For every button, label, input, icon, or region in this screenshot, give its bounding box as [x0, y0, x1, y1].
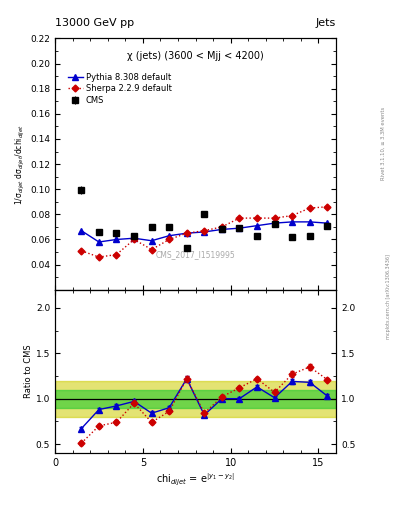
Bar: [55, 380, 336, 417]
Pythia 8.308 default: [307, 219, 312, 225]
Legend: Pythia 8.308 default, Sherpa 2.2.9 default, CMS: Pythia 8.308 default, Sherpa 2.2.9 defau…: [68, 73, 172, 105]
Sherpa 2.2.9 default: [290, 212, 294, 219]
Pythia 8.308 default: [220, 226, 224, 232]
Text: mcplots.cern.ch [arXiv:1306.3436]: mcplots.cern.ch [arXiv:1306.3436]: [386, 254, 391, 339]
Pythia 8.308 default: [237, 225, 242, 231]
Pythia 8.308 default: [272, 220, 277, 226]
Pythia 8.308 default: [97, 239, 101, 245]
Pythia 8.308 default: [114, 237, 119, 243]
Pythia 8.308 default: [325, 220, 330, 226]
Sherpa 2.2.9 default: [184, 230, 189, 236]
Sherpa 2.2.9 default: [202, 228, 207, 234]
Sherpa 2.2.9 default: [272, 215, 277, 221]
Pythia 8.308 default: [290, 219, 294, 225]
Sherpa 2.2.9 default: [307, 205, 312, 211]
Sherpa 2.2.9 default: [325, 204, 330, 210]
Pythia 8.308 default: [79, 228, 84, 234]
Sherpa 2.2.9 default: [97, 254, 101, 260]
Sherpa 2.2.9 default: [255, 215, 259, 221]
Line: Sherpa 2.2.9 default: Sherpa 2.2.9 default: [79, 204, 330, 260]
Pythia 8.308 default: [132, 235, 136, 241]
Text: Rivet 3.1.10, ≥ 3.3M events: Rivet 3.1.10, ≥ 3.3M events: [381, 106, 386, 180]
Pythia 8.308 default: [167, 232, 171, 239]
Text: χ (jets) (3600 < Mjj < 4200): χ (jets) (3600 < Mjj < 4200): [127, 51, 264, 61]
Text: 13000 GeV pp: 13000 GeV pp: [55, 18, 134, 28]
Pythia 8.308 default: [202, 229, 207, 235]
Sherpa 2.2.9 default: [237, 215, 242, 221]
Text: CMS_2017_I1519995: CMS_2017_I1519995: [156, 250, 235, 260]
Sherpa 2.2.9 default: [79, 248, 84, 254]
Pythia 8.308 default: [255, 223, 259, 229]
Bar: [55, 390, 336, 408]
Pythia 8.308 default: [149, 238, 154, 244]
Sherpa 2.2.9 default: [132, 237, 136, 243]
Text: Jets: Jets: [316, 18, 336, 28]
Sherpa 2.2.9 default: [220, 224, 224, 230]
Sherpa 2.2.9 default: [114, 251, 119, 258]
Pythia 8.308 default: [184, 230, 189, 236]
Sherpa 2.2.9 default: [167, 237, 171, 243]
Line: Pythia 8.308 default: Pythia 8.308 default: [79, 219, 330, 245]
Y-axis label: Ratio to CMS: Ratio to CMS: [24, 345, 33, 398]
Y-axis label: 1/σ$_{dijet}$ dσ$_{dijet}$/dchi$_{dijet}$: 1/σ$_{dijet}$ dσ$_{dijet}$/dchi$_{dijet}…: [14, 123, 27, 205]
X-axis label: chi$_{dijet}$ = e$^{|y_1 - y_2|}$: chi$_{dijet}$ = e$^{|y_1 - y_2|}$: [156, 472, 235, 488]
Sherpa 2.2.9 default: [149, 246, 154, 252]
